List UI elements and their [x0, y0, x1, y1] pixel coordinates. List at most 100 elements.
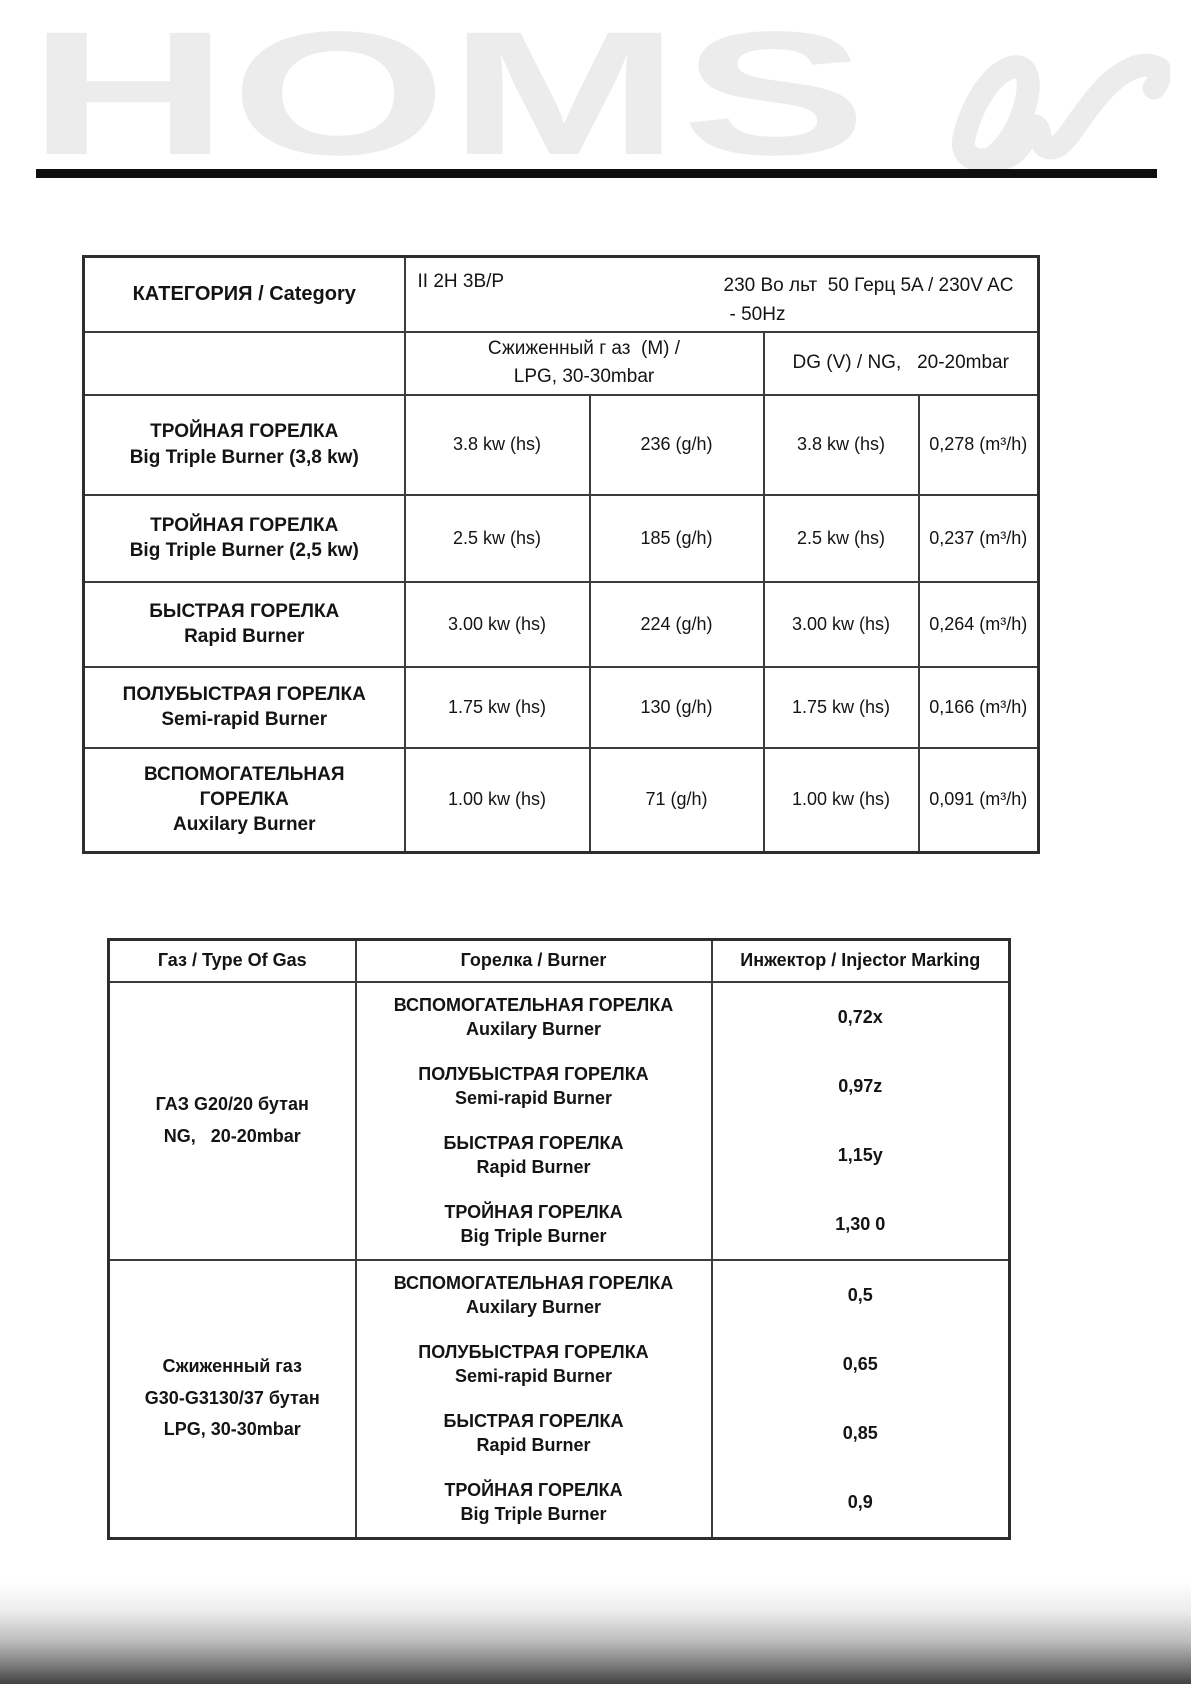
burner-name-en: Big Triple Burner: [460, 1504, 607, 1524]
ng-flow-cell: 0,091 (m³/h): [917, 746, 1040, 854]
ng-flow-cell: 0,237 (m³/h): [917, 493, 1040, 583]
injector-value: 1,30 0: [835, 1213, 886, 1234]
gas-type-cell: Сжиженный газ G30-G3130/37 бутан LPG, 30…: [107, 1258, 357, 1539]
ng-header-label: DG (V) / NG, 20-20mbar: [792, 351, 1009, 373]
burner-name-ru: ПОЛУБЫСТРАЯ ГОРЕЛКА: [418, 1063, 649, 1084]
burner-entry: ВСПОМОГАТЕЛЬНАЯ ГОРЕЛКА Auxilary Burner: [357, 983, 711, 1052]
lpg-flow-cell: 130 (g/h): [588, 665, 765, 749]
lpg-power-cell: 3.8 kw (hs): [403, 393, 591, 496]
gas-type-line1: Сжиженный газ: [162, 1356, 302, 1377]
burner-list-cell: ВСПОМОГАТЕЛЬНАЯ ГОРЕЛКА Auxilary Burner …: [354, 980, 713, 1261]
burner-entry: БЫСТРАЯ ГОРЕЛКА Rapid Burner: [357, 1399, 711, 1468]
burner-entry: ПОЛУБЫСТРАЯ ГОРЕЛКА Semi-rapid Burner: [357, 1330, 711, 1399]
gas-type-header: Газ / Type Of Gas: [107, 938, 357, 983]
burner-name-ru: БЫСТРАЯ ГОРЕЛКА: [443, 1410, 624, 1431]
burner-name-ru: ВСПОМОГАТЕЛЬНАЯ ГОРЕЛКА: [144, 764, 345, 811]
lpg-power-cell: 1.75 kw (hs): [403, 665, 591, 749]
ratings-table: КАТЕГОРИЯ / Category II 2H 3B/P 230 Во л…: [82, 255, 1040, 854]
burner-list-cell: ВСПОМОГАТЕЛЬНАЯ ГОРЕЛКА Auxilary Burner …: [354, 1258, 713, 1539]
injector-value: 0,72x: [837, 1006, 883, 1027]
lpg-flow-cell: 224 (g/h): [588, 580, 765, 668]
gas-type-line3: LPG, 30-30mbar: [163, 1419, 301, 1440]
ng-column-header: DG (V) / NG, 20-20mbar: [762, 330, 1040, 396]
burner-name-ru: БЫСТРАЯ ГОРЕЛКА: [149, 600, 340, 622]
burner-name-ru: ТРОЙНАЯ ГОРЕЛКА: [150, 514, 339, 536]
ng-power-cell: 3.8 kw (hs): [762, 393, 920, 496]
gas-type-cell: ГАЗ G20/20 бутан NG, 20-20mbar: [107, 980, 357, 1261]
ng-flow-cell: 0,166 (m³/h): [917, 665, 1040, 749]
burner-name-en: Rapid Burner: [476, 1435, 591, 1455]
burner-name-cell: БЫСТРАЯ ГОРЕЛКА Rapid Burner: [82, 580, 406, 668]
table-row: ВСПОМОГАТЕЛЬНАЯ ГОРЕЛКА Auxilary Burner …: [82, 746, 1040, 854]
gas-group-row-ng: ГАЗ G20/20 бутан NG, 20-20mbar ВСПОМОГАТ…: [107, 980, 1011, 1261]
header-divider-rule: [36, 169, 1157, 178]
lpg-header-line1: Сжиженный г аз (M) /: [487, 337, 681, 359]
empty-cell: [82, 330, 406, 396]
power-spec-line2: - 50Hz: [729, 304, 786, 326]
table-row: Сжиженный г аз (M) / LPG, 30-30mbar DG (…: [82, 330, 1040, 396]
air-script-logo-icon: [951, 53, 1170, 172]
burner-name-en: Rapid Burner: [476, 1157, 591, 1177]
burner-name-ru: ТРОЙНАЯ ГОРЕЛКА: [444, 1479, 623, 1500]
lpg-header-line2: LPG, 30-30mbar: [513, 366, 655, 387]
lpg-power-cell: 3.00 kw (hs): [403, 580, 591, 668]
burner-name-cell: ПОЛУБЫСТРАЯ ГОРЕЛКА Semi-rapid Burner: [82, 665, 406, 749]
ng-power-cell: 1.00 kw (hs): [762, 746, 920, 854]
power-spec-line1: 230 Во льт 50 Герц 5A / 230V AC: [723, 275, 1014, 296]
burner-name-en: Rapid Burner: [184, 626, 305, 647]
lpg-power-cell: 2.5 kw (hs): [403, 493, 591, 583]
injector-value: 1,15y: [837, 1144, 883, 1165]
burner-entry: БЫСТРАЯ ГОРЕЛКА Rapid Burner: [357, 1121, 711, 1190]
burner-name-en: Big Triple Burner (2,5 kw): [129, 540, 359, 561]
burner-entry: ПОЛУБЫСТРАЯ ГОРЕЛКА Semi-rapid Burner: [357, 1052, 711, 1121]
burner-name-en: Auxilary Burner: [172, 814, 316, 836]
burner-name-cell: ТРОЙНАЯ ГОРЕЛКА Big Triple Burner (3,8 k…: [82, 393, 406, 496]
homs-logo-text: HOMS: [28, 0, 869, 192]
burner-name-en: Semi-rapid Burner: [454, 1366, 613, 1386]
burner-entry: ТРОЙНАЯ ГОРЕЛКА Big Triple Burner: [357, 1468, 711, 1537]
gas-type-line2: G30-G3130/37 бутан: [144, 1387, 320, 1408]
lpg-power-cell: 1.00 kw (hs): [403, 746, 591, 854]
ng-power-cell: 2.5 kw (hs): [762, 493, 920, 583]
gas-type-line2: NG, 20-20mbar: [163, 1125, 301, 1146]
category-header-label: КАТЕГОРИЯ / Category: [82, 255, 406, 333]
lpg-flow-cell: 71 (g/h): [588, 746, 765, 854]
page-bottom-gradient: [0, 1582, 1191, 1684]
injector-value: 0,65: [842, 1353, 878, 1374]
burner-name-ru: БЫСТРАЯ ГОРЕЛКА: [443, 1132, 624, 1153]
ng-flow-cell: 0,278 (m³/h): [917, 393, 1040, 496]
burner-name-en: Semi-rapid Burner: [454, 1088, 613, 1108]
ng-power-cell: 1.75 kw (hs): [762, 665, 920, 749]
burner-name-ru: ВСПОМОГАТЕЛЬНАЯ ГОРЕЛКА: [393, 1272, 674, 1293]
burner-name-en: Big Triple Burner (3,8 kw): [129, 446, 359, 468]
injector-list-cell: 0,5 0,65 0,85 0,9: [710, 1258, 1011, 1539]
injector-value: 0,85: [842, 1422, 878, 1443]
burner-name-en: Auxilary Burner: [465, 1297, 602, 1317]
table-row: ПОЛУБЫСТРАЯ ГОРЕЛКА Semi-rapid Burner 1.…: [82, 665, 1040, 749]
ng-flow-cell: 0,264 (m³/h): [917, 580, 1040, 668]
table-row: ТРОЙНАЯ ГОРЕЛКА Big Triple Burner (2,5 k…: [82, 493, 1040, 583]
table-row: КАТЕГОРИЯ / Category II 2H 3B/P 230 Во л…: [82, 255, 1040, 333]
burner-entry: ТРОЙНАЯ ГОРЕЛКА Big Triple Burner: [357, 1190, 711, 1259]
gas-group-row-lpg: Сжиженный газ G30-G3130/37 бутан LPG, 30…: [107, 1258, 1011, 1539]
burner-name-cell: ВСПОМОГАТЕЛЬНАЯ ГОРЕЛКА Auxilary Burner: [82, 746, 406, 854]
lpg-column-header: Сжиженный г аз (M) / LPG, 30-30mbar: [403, 330, 765, 396]
burner-name-en: Big Triple Burner: [460, 1226, 607, 1246]
burner-name-ru: ПОЛУБЫСТРАЯ ГОРЕЛКА: [418, 1341, 649, 1362]
table-header-row: Газ / Type Of Gas Горелка / Burner Инжек…: [107, 938, 1011, 983]
burner-entry: ВСПОМОГАТЕЛЬНАЯ ГОРЕЛКА Auxilary Burner: [357, 1261, 711, 1330]
table-row: ТРОЙНАЯ ГОРЕЛКА Big Triple Burner (3,8 k…: [82, 393, 1040, 496]
power-spec: 230 Во льт 50 Герц 5A / 230V AC - 50Hz: [724, 271, 1064, 330]
burner-name-ru: ПОЛУБЫСТРАЯ ГОРЕЛКА: [122, 683, 366, 705]
category-value-cell: II 2H 3B/P 230 Во льт 50 Герц 5A / 230V …: [403, 255, 1040, 333]
injector-value: 0,9: [847, 1491, 873, 1512]
injector-header: Инжектор / Injector Marking: [710, 938, 1011, 983]
injector-list-cell: 0,72x 0,97z 1,15y 1,30 0: [710, 980, 1011, 1261]
burner-name-en: Semi-rapid Burner: [161, 709, 328, 730]
lpg-flow-cell: 236 (g/h): [588, 393, 765, 496]
burner-name-ru: ТРОЙНАЯ ГОРЕЛКА: [444, 1201, 623, 1222]
burner-name-cell: ТРОЙНАЯ ГОРЕЛКА Big Triple Burner (2,5 k…: [82, 493, 406, 583]
burner-name-en: Auxilary Burner: [465, 1019, 602, 1039]
injector-value: 0,5: [847, 1284, 873, 1305]
